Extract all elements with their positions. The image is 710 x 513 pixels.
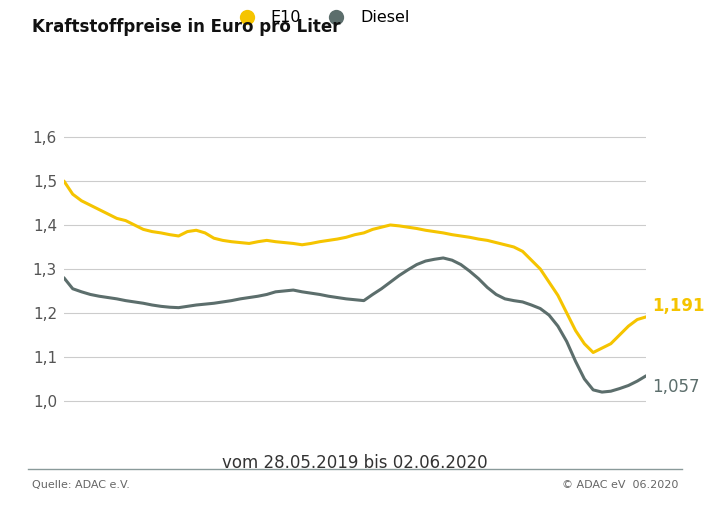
Text: vom 28.05.2019 bis 02.06.2020: vom 28.05.2019 bis 02.06.2020	[222, 454, 488, 472]
Text: 1,191: 1,191	[652, 297, 704, 314]
Text: © ADAC eV  06.2020: © ADAC eV 06.2020	[562, 480, 678, 490]
Legend: E10, Diesel: E10, Diesel	[224, 4, 416, 32]
Text: Quelle: ADAC e.V.: Quelle: ADAC e.V.	[32, 480, 130, 490]
Text: Kraftstoffpreise in Euro pro Liter: Kraftstoffpreise in Euro pro Liter	[32, 18, 341, 36]
Text: 1,057: 1,057	[652, 378, 699, 396]
